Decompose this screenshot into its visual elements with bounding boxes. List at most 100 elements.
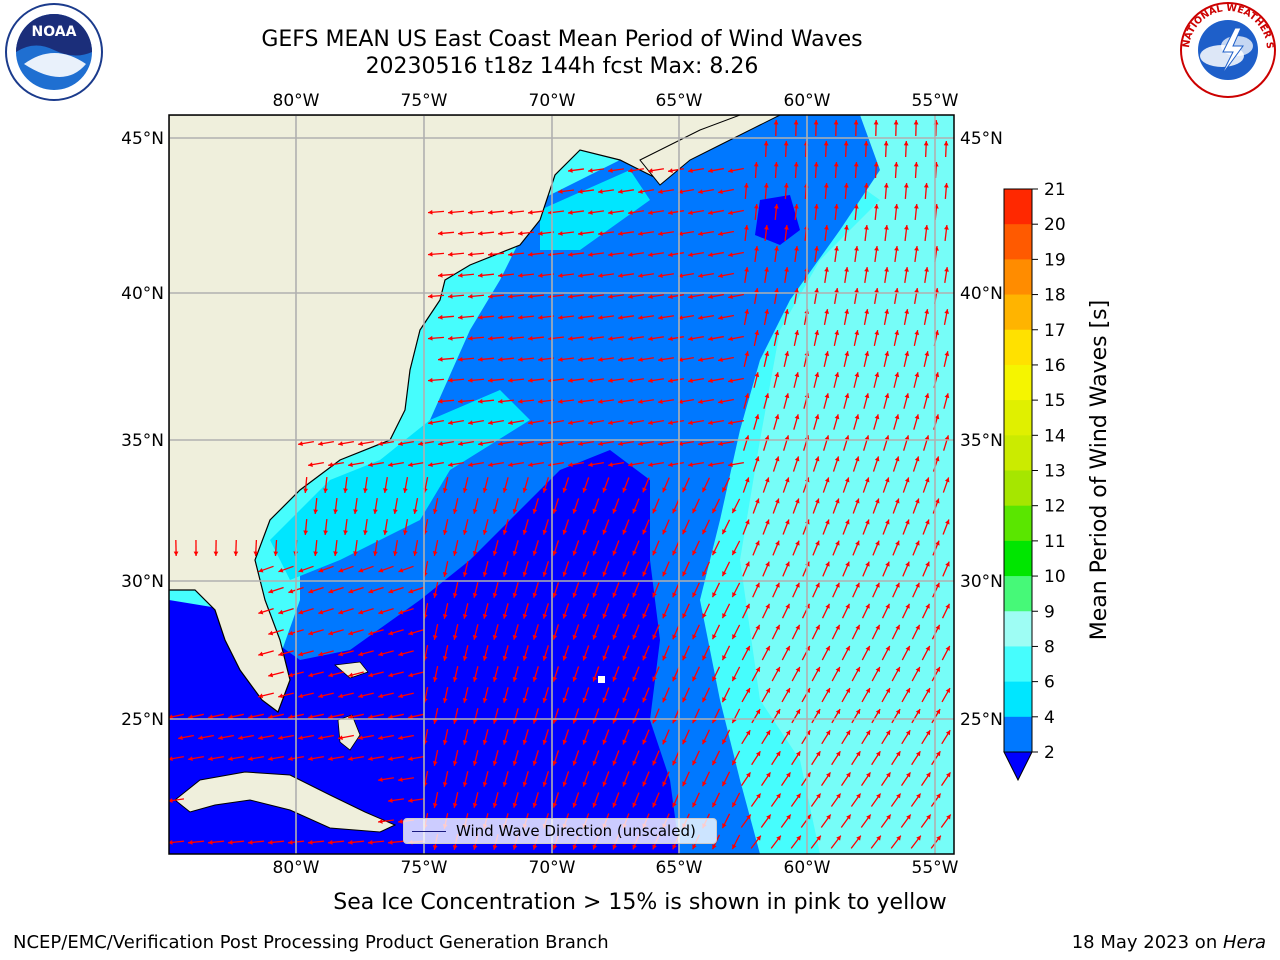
wave-direction-arrowhead <box>522 655 528 661</box>
wave-direction-arrowhead <box>874 330 880 335</box>
wave-direction-arrowhead <box>542 739 548 745</box>
wave-direction-arrowhead <box>718 273 723 279</box>
wave-direction-arrowhead <box>698 357 703 362</box>
wave-direction-arrowhead <box>754 414 760 420</box>
wave-direction-arrowhead <box>532 634 538 640</box>
wave-direction-arrowhead <box>682 571 687 577</box>
wave-direction-arrowhead <box>388 714 393 720</box>
wave-direction-arrowhead <box>875 709 881 715</box>
wave-direction-arrowhead <box>318 609 324 615</box>
wave-direction-arrowhead <box>393 509 398 514</box>
wave-direction-arrowhead <box>268 630 274 636</box>
colorbar-tick-label: 11 <box>1044 532 1066 552</box>
colorbar-tick-label: 12 <box>1044 497 1066 517</box>
wave-direction-arrowhead <box>925 603 930 609</box>
wave-direction-arrowhead <box>815 666 820 672</box>
wave-direction-arrowhead <box>492 802 498 808</box>
wave-direction-arrowhead <box>258 609 264 615</box>
wave-direction-arrowhead <box>795 751 801 757</box>
wave-direction-arrowhead <box>468 335 473 341</box>
wave-direction-arrowhead <box>905 603 910 609</box>
lon-tick-label: 80°W <box>273 91 320 111</box>
wave-direction-arrowhead <box>844 435 850 441</box>
wave-direction-arrowhead <box>278 693 284 699</box>
wave-direction-arrowhead <box>648 336 653 341</box>
wave-direction-arrowhead <box>448 251 453 257</box>
wave-direction-arrowhead <box>744 393 750 399</box>
wave-direction-arrowhead <box>785 730 791 736</box>
wave-direction-arrowhead <box>944 267 949 272</box>
wave-direction-arrowhead <box>462 571 468 577</box>
wave-direction-arrowhead <box>169 714 173 720</box>
wave-direction-arrowhead <box>502 697 508 703</box>
wave-direction-arrowhead <box>462 613 468 619</box>
wave-direction-arrowhead <box>348 839 353 845</box>
wave-direction-arrowhead <box>552 802 558 808</box>
wave-direction-arrowhead <box>398 609 404 615</box>
wave-direction-arrowhead <box>923 141 929 146</box>
wave-direction-arrowhead <box>308 714 313 720</box>
wave-direction-arrowhead <box>502 781 508 787</box>
wave-direction-arrowhead <box>528 294 533 299</box>
wave-direction-arrowhead <box>813 162 819 167</box>
wave-direction-arrowhead <box>602 571 607 577</box>
wave-direction-arrowhead <box>458 314 463 320</box>
wave-direction-arrowhead <box>824 309 830 314</box>
wave-direction-arrowhead <box>193 551 199 556</box>
wave-direction-arrowhead <box>785 688 790 694</box>
wave-direction-arrowhead <box>398 777 403 782</box>
wave-direction-arrowhead <box>578 189 583 194</box>
wave-direction-arrowhead <box>754 456 760 462</box>
wave-direction-arrowhead <box>518 357 523 362</box>
wave-direction-arrowhead <box>442 656 448 661</box>
wave-direction-arrowhead <box>488 209 493 215</box>
wave-direction-arrowhead <box>502 487 508 493</box>
wave-direction-arrowhead <box>428 209 433 215</box>
wave-direction-arrowhead <box>562 781 568 787</box>
wave-direction-arrowhead <box>502 655 508 661</box>
wave-direction-arrowhead <box>875 751 881 757</box>
wave-direction-arrowhead <box>582 571 588 577</box>
wave-direction-arrowhead <box>893 120 899 125</box>
wave-direction-arrowhead <box>518 399 523 404</box>
wave-direction-arrowhead <box>924 393 930 399</box>
wave-direction-arrowhead <box>592 760 598 766</box>
wave-direction-arrowhead <box>934 414 940 420</box>
wave-direction-arrowhead <box>522 613 528 619</box>
wave-direction-arrowhead <box>518 231 523 236</box>
wave-direction-arrowhead <box>508 378 513 383</box>
wave-direction-arrowhead <box>558 399 563 404</box>
wave-direction-arrowhead <box>618 189 623 194</box>
lat-labels-left: 45°N 40°N 35°N 30°N 25°N <box>121 129 164 730</box>
wave-direction-arrowhead <box>692 844 697 850</box>
wave-direction-arrowhead <box>602 487 607 493</box>
wave-direction-arrowhead <box>728 462 733 467</box>
wave-direction-arrowhead <box>288 839 293 845</box>
wave-direction-arrowhead <box>756 835 761 841</box>
wave-direction-arrowhead <box>323 488 328 493</box>
wave-direction-arrowhead <box>648 462 653 467</box>
colorbar-tick-label: 4 <box>1044 708 1055 728</box>
colorbar-segment <box>1004 540 1032 577</box>
lon-tick-label: 60°W <box>784 858 831 878</box>
wave-direction-arrowhead <box>648 294 653 299</box>
lon-tick-label: 60°W <box>784 91 831 111</box>
wave-direction-arrowhead <box>754 246 759 251</box>
land-us-east-coast <box>169 115 781 713</box>
wave-direction-arrowhead <box>518 441 523 446</box>
wave-direction-arrowhead <box>864 351 870 357</box>
wave-direction-arrowhead <box>532 676 538 682</box>
wave-direction-arrowhead <box>814 414 820 420</box>
wave-direction-arrowhead <box>452 844 458 850</box>
wave-direction-arrowhead <box>432 761 438 766</box>
wave-direction-arrowhead <box>708 168 713 174</box>
wave-direction-arrowhead <box>452 550 458 556</box>
wave-direction-arrowhead <box>935 540 940 546</box>
wave-direction-arrowhead <box>692 760 697 766</box>
wave-direction-arrowhead <box>766 772 771 778</box>
wave-direction-arrowhead <box>814 288 819 293</box>
wave-direction-arrowhead <box>925 688 930 694</box>
wave-direction-arrowhead <box>552 760 558 766</box>
wave-direction-arrowhead <box>836 793 841 799</box>
wave-direction-arrowhead <box>732 760 737 766</box>
